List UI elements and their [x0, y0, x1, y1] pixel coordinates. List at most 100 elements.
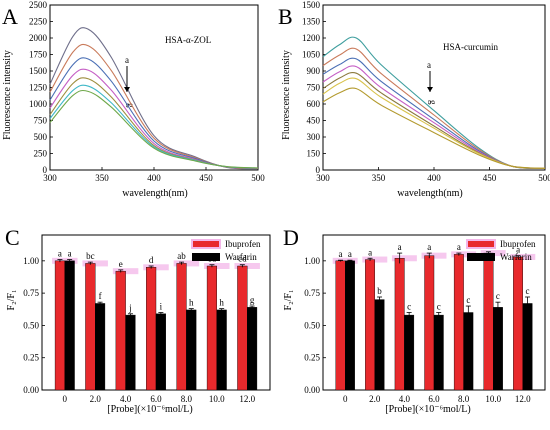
panel-c-x-tick-label: 8.0: [181, 394, 193, 404]
panel-b-x-axis-label: wavelength(nm): [397, 188, 463, 199]
panel-a-x-tick-label: 450: [199, 173, 213, 183]
panel-b-y-tick-label: 450: [307, 116, 321, 126]
panel-d-significance-label: c: [407, 302, 411, 312]
panel-d-bar-warfarin: [493, 307, 503, 391]
panel-d-bar-ibuprofen: [365, 259, 376, 391]
panel-c-x-axis-label: [Probe](×10⁻⁶mol/L): [107, 404, 193, 415]
panel-b-arrow-bottom-label: g: [428, 100, 438, 105]
panel-letter-c: C: [5, 225, 20, 250]
panel-d-x-axis-label: [Probe](×10⁻⁶mol/L): [385, 404, 471, 415]
panel-a-y-tick-label: 1250: [29, 83, 48, 93]
panel-c-y-tick-label: 0.25: [23, 353, 39, 363]
panel-c-significance-label: h: [189, 298, 194, 308]
panel-d-significance-label: a: [338, 249, 342, 259]
panel-a-y-tick-label: 1000: [29, 99, 48, 109]
panel-b-spectrum-line-5: [322, 72, 546, 169]
panel-c-y-axis-label: F₂/F₁: [6, 290, 17, 311]
panel-a-spectrum-line-4: [49, 68, 259, 169]
panel-d-x-tick-label: 2.0: [369, 394, 381, 404]
panel-b-arrow-top-label: a: [427, 60, 431, 70]
panel-a-arrow-head: [124, 87, 130, 92]
panel-c-significance-label: e: [119, 259, 123, 269]
panel-b-y-tick-label: 1500: [302, 0, 321, 10]
panel-d-significance-label: a: [427, 242, 431, 252]
panel-c-bar-ibuprofen: [146, 267, 157, 391]
panel-d-y-tick-label: 0.50: [304, 320, 320, 330]
panel-b-y-tick-label: 300: [307, 132, 321, 142]
panel-b-annotation: HSA-curcumin: [443, 42, 498, 52]
panel-c-bar-ibuprofen: [115, 270, 126, 391]
panel-c-x-tick-label: 0: [63, 394, 68, 404]
panel-a-x-tick-label: 500: [251, 173, 265, 183]
panel-c-significance-label: a: [58, 249, 62, 259]
panel-d-bar-ibuprofen: [424, 255, 435, 391]
panel-d-x-tick-label: 10.0: [485, 394, 501, 404]
panel-d-significance-label: b: [377, 286, 382, 296]
panel-b: B Fluorescence intensity wavelength(nm) …: [278, 0, 550, 199]
panel-d-bar-warfarin: [374, 299, 385, 391]
panel-b-y-tick-label: 150: [307, 149, 321, 159]
panel-d-bar-ibuprofen: [513, 256, 524, 391]
panel-c-x-tick-label: 4.0: [120, 394, 132, 404]
panel-b-spectrum-line-3: [322, 57, 546, 169]
panel-a-spectrum-line-7: [49, 89, 259, 169]
panel-b-y-tick-label: 1350: [302, 17, 321, 27]
panel-c-bar-warfarin: [125, 314, 136, 391]
panel-b-y-tick-label: 900: [307, 66, 321, 76]
panel-c-bar-warfarin: [155, 313, 166, 391]
panel-c-legend-swatch-warfarin: [192, 253, 220, 261]
panel-a-spectrum-line-2: [49, 43, 259, 170]
panel-a-y-tick-label: 2500: [29, 0, 48, 10]
panel-d: D F₂/F₁ [Probe](×10⁻⁶mol/L) 0.00 0.25 0.50…: [283, 225, 546, 415]
panel-d-significance-label: a: [368, 247, 372, 257]
panel-d-bar-warfarin: [522, 303, 533, 391]
panel-d-x-tick-label: 4.0: [399, 394, 411, 404]
panel-c: C F₂/F₁ [Probe](×10⁻⁶mol/L) 0.00 0.25 0.50…: [5, 225, 271, 415]
panel-d-bar-warfarin: [404, 314, 415, 391]
panel-c-significance-label: f: [99, 291, 102, 301]
panel-a-x-axis-label: wavelength(nm): [122, 188, 188, 199]
panel-c-bar-warfarin: [246, 307, 258, 391]
panel-d-bar-ibuprofen: [335, 260, 346, 391]
panel-c-bar-ibuprofen: [85, 263, 96, 391]
panel-a-spectrum-line-6: [49, 84, 259, 169]
panel-c-y-tick-label: 0.75: [23, 288, 39, 298]
panel-b-arrow-head: [427, 87, 433, 92]
panel-d-bar-warfarin: [433, 314, 444, 391]
panel-a-spectrum-line-3: [49, 57, 259, 169]
panel-c-bar-warfarin: [94, 303, 106, 391]
panel-d-significance-label: c: [466, 295, 470, 305]
panel-b-x-tick-label: 500: [538, 173, 550, 183]
panel-c-bar-warfarin: [186, 309, 197, 391]
panel-a-annotation: HSA-α-ZOL: [165, 35, 211, 45]
panel-c-y-tick-label: 0.50: [23, 320, 39, 330]
panel-a-arrow-bottom-label: g: [126, 103, 136, 108]
panel-c-y-tick-label: 0.00: [23, 385, 39, 395]
panel-a-spectrum-line-5: [49, 77, 259, 169]
panel-a-arrow-top-label: a: [125, 55, 129, 65]
panel-c-bar-ibuprofen: [54, 260, 65, 391]
panel-d-x-tick-label: 0: [343, 394, 348, 404]
panel-c-significance-label: g: [250, 295, 255, 305]
panel-letter-b: B: [278, 4, 293, 29]
panel-a-y-tick-label: 250: [34, 149, 48, 159]
panel-c-bar-warfarin: [64, 260, 75, 391]
panel-d-x-tick-label: 6.0: [428, 394, 440, 404]
panel-d-bar-ibuprofen: [483, 252, 494, 391]
panel-c-significance-label: a: [68, 249, 72, 259]
panel-a-y-axis-label: Fluorescence intensity: [2, 50, 13, 140]
panel-b-plot-frame: [322, 4, 546, 171]
panel-d-significance-label: a: [398, 242, 402, 252]
panel-d-y-tick-label: 0.00: [304, 385, 320, 395]
panel-b-y-axis-label: Fluorescence intensity: [281, 50, 292, 140]
panel-d-legend-label-warfarin: Warfarin: [500, 252, 532, 262]
panel-letter-a: A: [2, 4, 18, 29]
panel-d-significance-label: c: [437, 302, 441, 312]
panel-b-y-tick-label: 1200: [302, 33, 321, 43]
panel-a-x-tick-label: 350: [95, 173, 109, 183]
panel-a-y-tick-label: 2250: [29, 17, 48, 27]
panel-d-significance-label: c: [526, 286, 530, 296]
panel-b-x-tick-label: 350: [372, 173, 386, 183]
panel-c-bar-ibuprofen: [206, 265, 218, 391]
